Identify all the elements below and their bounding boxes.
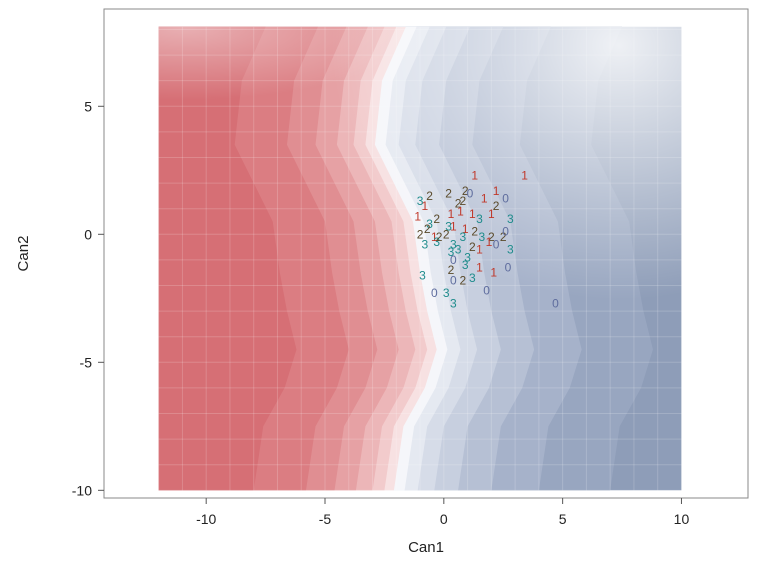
data-point-1: 1 [490,266,497,280]
data-point-1: 1 [493,184,500,198]
data-point-3: 3 [455,243,462,257]
data-point-2: 2 [426,189,433,203]
data-point-1: 1 [521,168,528,182]
data-point-2: 2 [436,230,443,244]
data-point-2: 2 [500,230,507,244]
x-tick-label: 5 [559,511,567,527]
data-point-3: 3 [426,217,433,231]
y-axis-title: Can2 [15,236,32,272]
x-tick-label: 0 [440,511,448,527]
data-point-1: 1 [457,204,464,218]
data-point-2: 2 [462,184,469,198]
y-tick-label: -10 [72,482,92,498]
data-point-1: 1 [421,199,428,213]
y-tick-label: 0 [84,226,92,242]
data-point-3: 3 [459,230,466,244]
data-point-3: 3 [419,268,426,282]
data-point-0: 0 [502,191,509,205]
data-point-3: 3 [448,245,455,259]
axes: -10 -5 0 5 10-10-505 [72,98,690,527]
y-tick-label: -5 [80,354,93,370]
data-point-2: 2 [424,222,431,236]
data-point-1: 1 [476,243,483,257]
data-point-3: 3 [450,296,457,310]
data-point-2: 2 [443,227,450,241]
data-point-3: 3 [443,286,450,300]
data-point-2: 2 [469,240,476,254]
data-point-1: 1 [476,261,483,275]
data-point-3: 3 [421,238,428,252]
region-highlight [158,26,682,190]
data-point-3: 3 [433,235,440,249]
data-point-1: 1 [471,168,478,182]
data-point-3: 3 [445,220,452,234]
data-point-2: 2 [488,230,495,244]
data-point-2: 2 [448,263,455,277]
data-point-2: 2 [459,273,466,287]
x-axis-title: Can1 [408,539,444,556]
data-point-2: 2 [455,197,462,211]
data-point-0: 0 [467,186,474,200]
data-point-3: 3 [507,243,514,257]
gridlines [158,26,682,491]
data-point-2: 2 [417,227,424,241]
data-point-3: 3 [479,230,486,244]
data-point-2: 2 [445,186,452,200]
y-tick-label: 5 [84,98,92,114]
data-point-1: 1 [414,209,421,223]
data-point-1: 1 [448,207,455,221]
data-point-2: 2 [433,212,440,226]
data-point-0: 0 [505,261,512,275]
data-point-2: 2 [459,194,466,208]
x-tick-label: -5 [319,511,332,527]
data-point-0: 0 [450,273,457,287]
data-point-1: 1 [488,207,495,221]
data-point-1: 1 [486,235,493,249]
data-point-1: 1 [450,220,457,234]
data-point-0: 0 [483,284,490,298]
data-point-3: 3 [462,258,469,272]
data-point-1: 1 [481,191,488,205]
data-point-1: 1 [462,222,469,236]
data-point-3: 3 [417,194,424,208]
data-point-0: 0 [552,296,559,310]
data-point-0: 0 [431,286,438,300]
classification-regions [158,26,682,491]
data-point-3: 3 [450,238,457,252]
data-point-3: 3 [469,271,476,285]
data-point-1: 1 [469,207,476,221]
plot-frame [103,8,749,499]
data-point-0: 0 [493,238,500,252]
data-point-3: 3 [464,250,471,264]
data-point-2: 2 [493,199,500,213]
data-point-2: 2 [471,225,478,239]
data-point-0: 0 [450,253,457,267]
data-point-1: 1 [431,230,438,244]
x-tick-label: -10 [196,511,216,527]
data-point-3: 3 [476,212,483,226]
data-point-0: 0 [502,225,509,239]
x-tick-label: 10 [674,511,690,527]
data-point-3: 3 [507,212,514,226]
